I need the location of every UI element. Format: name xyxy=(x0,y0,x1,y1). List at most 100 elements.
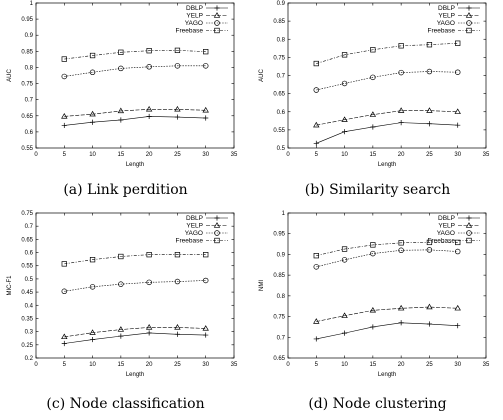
data-point-freebase xyxy=(313,60,319,67)
series-yago xyxy=(61,63,209,80)
legend-label-yago: YAGO xyxy=(185,230,203,237)
legend-marker-dblp xyxy=(466,5,472,11)
caption-node-classification: (c) Node classification xyxy=(46,396,205,412)
data-point-yago xyxy=(426,247,433,253)
legend-marker-yago xyxy=(466,230,472,236)
data-point-freebase xyxy=(455,239,461,246)
data-point-yago xyxy=(146,64,152,70)
x-tick-label: 0 xyxy=(34,152,38,158)
data-point-yago xyxy=(313,264,320,270)
legend-label-yago: YAGO xyxy=(437,230,455,237)
x-tick-label: 0 xyxy=(286,362,290,368)
x-tick-label: 20 xyxy=(398,362,405,368)
data-point-yago xyxy=(174,63,181,69)
legend-marker-freebase xyxy=(214,237,220,244)
data-point-freebase xyxy=(174,252,181,258)
data-point-dblp xyxy=(61,340,67,347)
x-tick-label: 5 xyxy=(315,152,319,158)
x-tick-label: 25 xyxy=(426,362,433,368)
plot-frame xyxy=(287,212,487,359)
series-line-dblp xyxy=(316,322,458,340)
data-point-freebase xyxy=(341,52,348,58)
data-point-dblp xyxy=(118,333,124,339)
data-point-dblp xyxy=(146,113,152,120)
y-axis-label: MIC-F1 xyxy=(7,275,13,296)
y-tick-label: 0.8 xyxy=(277,294,286,300)
data-point-dblp xyxy=(174,331,181,337)
data-point-freebase xyxy=(89,257,96,263)
y-tick-label: 0.55 xyxy=(21,146,33,152)
legend-label-yelp: YELP xyxy=(186,13,203,20)
y-axis-label: AUC xyxy=(259,69,265,82)
y-tick-label: 0.75 xyxy=(21,211,33,217)
data-point-yago xyxy=(202,277,209,284)
data-point-dblp xyxy=(118,117,124,123)
legend-label-freebase: Freebase xyxy=(428,238,456,245)
x-tick-label: 20 xyxy=(146,152,153,158)
legend-marker-yelp xyxy=(465,12,473,18)
y-tick-label: 0.5 xyxy=(277,146,286,152)
x-tick-label: 30 xyxy=(454,152,461,158)
data-point-yelp xyxy=(174,105,181,112)
legend-marker-yelp xyxy=(465,222,473,228)
legend-marker-yago xyxy=(214,230,220,236)
data-point-dblp xyxy=(313,140,319,146)
series-dblp xyxy=(61,113,209,129)
y-tick-label: 0.7 xyxy=(277,74,286,80)
data-point-freebase xyxy=(455,40,461,46)
data-point-dblp xyxy=(455,122,461,128)
legend-marker-yago xyxy=(466,20,472,26)
data-point-yelp xyxy=(61,113,68,119)
x-tick-label: 25 xyxy=(174,152,181,158)
y-tick-label: 0.9 xyxy=(277,1,286,7)
legend-marker-dblp xyxy=(466,215,472,221)
x-axis-label: Length xyxy=(126,372,144,378)
chart-link-prediction: 0 5 10 15 20 25 30 35 0.55 0.6 0.65 0.7 0.75 0.8 0.85 0… xyxy=(7,1,238,168)
x-tick-label: 15 xyxy=(370,152,377,158)
series-yago xyxy=(313,247,461,270)
data-point-dblp xyxy=(146,330,152,336)
legend-label-dblp: DBLP xyxy=(438,215,455,222)
data-point-yelp xyxy=(174,324,181,330)
data-point-yelp xyxy=(397,107,405,113)
y-tick-label: 1 xyxy=(30,1,34,7)
y-tick-label: 0.7 xyxy=(25,224,34,230)
data-point-dblp xyxy=(455,323,461,329)
y-tick-label: 0.75 xyxy=(21,82,33,88)
x-tick-label: 15 xyxy=(118,362,125,368)
y-tick-label: 0.45 xyxy=(21,290,33,296)
data-point-yago xyxy=(341,80,348,87)
data-point-yelp xyxy=(454,108,461,114)
data-point-yelp xyxy=(202,106,209,113)
x-tick-label: 0 xyxy=(34,362,38,368)
data-point-dblp xyxy=(89,336,96,343)
series-line-dblp xyxy=(64,332,206,344)
data-point-freebase xyxy=(426,239,433,246)
data-point-freebase xyxy=(174,47,181,54)
data-point-yelp xyxy=(89,329,96,335)
data-point-dblp xyxy=(426,121,433,127)
series-line-yago xyxy=(316,71,458,91)
y-tick-label: 0.9 xyxy=(25,33,34,39)
caption-link-prediction: (a) Link perdition xyxy=(63,182,188,198)
data-point-yago xyxy=(61,288,68,295)
y-tick-label: 0.55 xyxy=(21,264,33,270)
series-freebase xyxy=(61,252,209,267)
y-tick-label: 0.6 xyxy=(277,110,286,116)
y-tick-label: 0.5 xyxy=(25,277,34,283)
data-point-yelp xyxy=(89,110,96,117)
data-point-freebase xyxy=(61,56,67,62)
legend-label-freebase: Freebase xyxy=(176,238,204,245)
y-tick-label: 0.8 xyxy=(25,65,34,71)
x-axis-label: Length xyxy=(378,372,396,378)
y-tick-label: 0.9 xyxy=(277,252,286,258)
data-point-yago xyxy=(89,69,96,76)
series-yelp xyxy=(313,107,461,128)
x-tick-label: 5 xyxy=(63,362,67,368)
data-point-freebase xyxy=(118,49,124,55)
x-axis-label: Length xyxy=(126,162,144,168)
y-axis-label: AUC xyxy=(7,69,13,82)
